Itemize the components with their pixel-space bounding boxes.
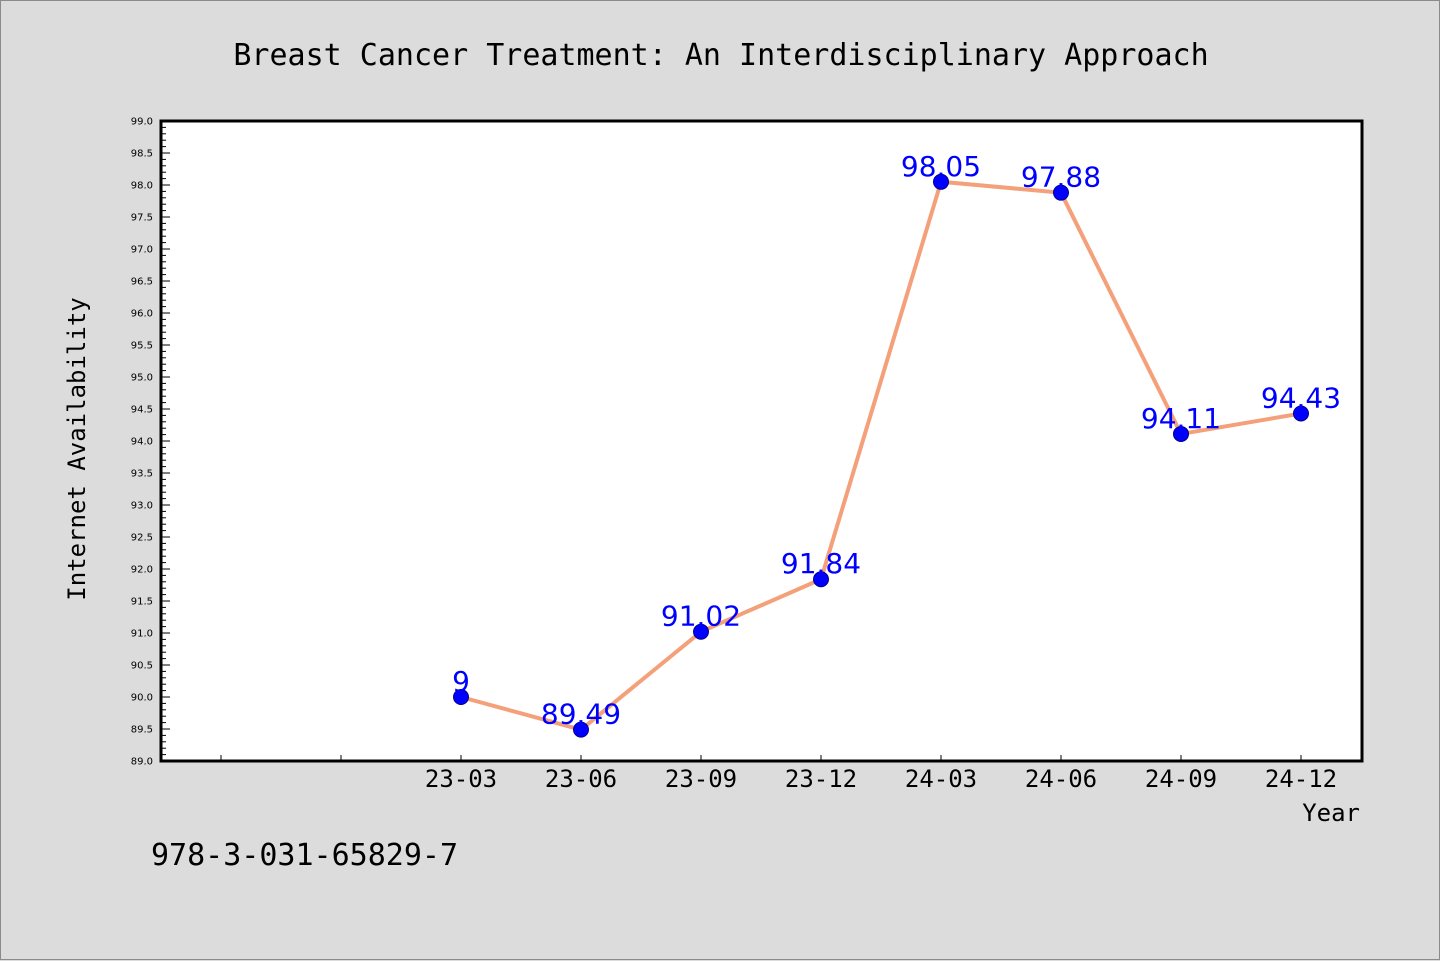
y-axis: 89.0 89.5 90.0 90.5 91.0 91.5 92.0 92.5 93.0 93.5… [131, 117, 170, 768]
x-tick-label: 23-03 [425, 765, 497, 793]
y-tick-label: 89.5 [131, 725, 153, 736]
data-point [1173, 425, 1189, 442]
x-axis: 23-03 23-06 23-09 23-12 24-03 24-06 24-09 24-12 [220, 755, 1337, 793]
x-tick-label: 24-09 [1145, 765, 1217, 793]
x-tick-label: 23-06 [545, 765, 617, 793]
data-label: 89.49 [541, 698, 621, 731]
y-tick-label: 93.0 [131, 501, 153, 512]
x-tick-label: 24-06 [1025, 765, 1097, 793]
y-tick-label: 93.5 [131, 469, 153, 480]
y-tick-label: 90.5 [131, 661, 153, 672]
series-group: 9 89.49 91.02 91.84 98.05 97.88 94.11 94.43 [452, 150, 1341, 738]
y-tick-label: 99.0 [131, 117, 153, 128]
x-tick-label: 24-03 [905, 765, 977, 793]
data-label: 91.02 [661, 600, 741, 633]
y-tick-label: 95.0 [131, 373, 153, 384]
y-tick-label: 95.5 [131, 341, 153, 352]
y-tick-label: 91.5 [131, 597, 153, 608]
y-tick-label: 92.0 [131, 565, 153, 576]
data-point [933, 173, 949, 190]
y-tick-label: 94.5 [131, 405, 153, 416]
series-line [460, 179, 1302, 732]
data-point [453, 689, 469, 705]
x-axis-title: Year [1302, 799, 1360, 827]
footer-identifier: 978-3-031-65829-7 [151, 838, 458, 873]
data-point [813, 571, 829, 588]
data-label: 94.43 [1261, 381, 1341, 414]
y-tick-label: 98.5 [131, 149, 153, 160]
data-point [1053, 184, 1069, 201]
y-tick-label: 96.5 [131, 277, 153, 288]
x-tick-label: 23-12 [785, 765, 857, 793]
data-point [1293, 405, 1309, 422]
y-tick-label: 97.0 [131, 245, 153, 256]
x-tick-label: 23-09 [665, 765, 737, 793]
y-tick-label: 90.0 [131, 693, 153, 704]
y-tick-label: 98.0 [131, 181, 153, 192]
y-tick-label: 97.5 [131, 213, 153, 224]
y-axis-title: Internet Availability [63, 297, 91, 600]
data-label: 91.84 [781, 547, 861, 580]
x-tick-label: 24-12 [1265, 765, 1337, 793]
data-label: 9 [452, 665, 470, 698]
y-tick-label: 96.0 [131, 309, 153, 320]
data-point [693, 623, 709, 640]
plot-area [159, 119, 1364, 763]
y-tick-label: 91.0 [131, 629, 153, 640]
data-label: 97.88 [1021, 161, 1101, 194]
data-label: 94.11 [1141, 402, 1221, 435]
chart-title: Breast Cancer Treatment: An Interdiscipl… [233, 38, 1208, 73]
data-label: 98.05 [901, 150, 981, 183]
y-tick-label: 94.0 [131, 437, 153, 448]
y-tick-label: 92.5 [131, 533, 153, 544]
data-point [573, 721, 589, 738]
y-tick-label: 89.0 [131, 757, 153, 768]
